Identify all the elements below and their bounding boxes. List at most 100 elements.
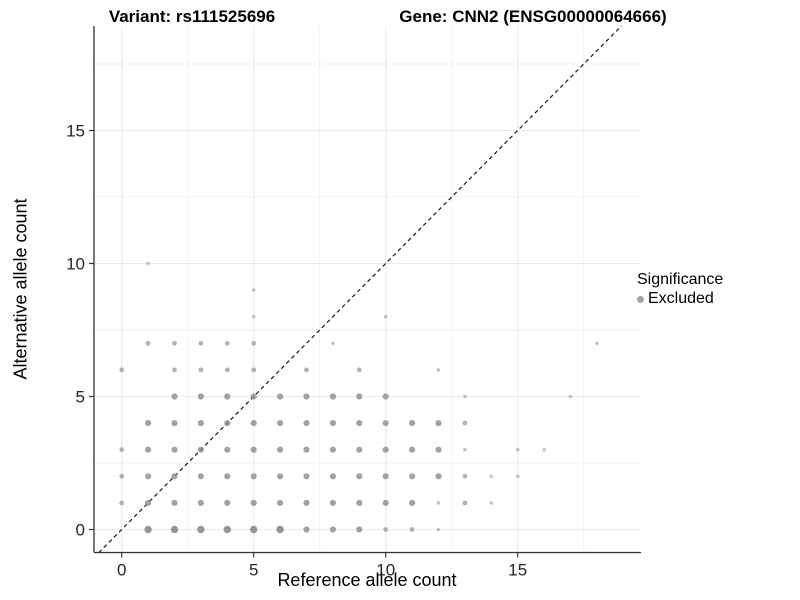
data-point [250, 420, 257, 427]
data-point [329, 473, 336, 480]
data-point [171, 473, 178, 480]
data-point [329, 393, 336, 400]
data-point [382, 446, 389, 453]
data-point [489, 501, 494, 505]
data-point [277, 473, 284, 480]
data-point [515, 474, 520, 479]
data-point [276, 525, 284, 534]
x-tick-label: 0 [117, 561, 126, 580]
data-point [435, 420, 442, 427]
data-point [303, 473, 310, 480]
data-point [146, 261, 150, 266]
data-point [197, 446, 204, 453]
y-tick-label: 15 [66, 122, 85, 141]
data-point [356, 420, 363, 427]
data-point [119, 447, 125, 453]
data-point [462, 420, 468, 426]
data-point [145, 499, 152, 506]
data-point [197, 420, 204, 427]
data-point [170, 525, 179, 534]
data-point [595, 341, 599, 346]
data-point [409, 473, 416, 480]
data-point [568, 394, 573, 399]
plot-title-gene: Gene: CNN2 (ENSG00000064666) [399, 7, 667, 26]
data-point [436, 368, 441, 372]
data-point [356, 446, 363, 453]
data-point [303, 526, 310, 533]
data-point [303, 446, 310, 453]
y-axis-title: Alternative allele count [10, 198, 31, 380]
data-point [435, 446, 442, 453]
data-point [409, 446, 416, 453]
x-axis-title: Reference allele count [277, 570, 457, 590]
x-tick-label: 15 [508, 561, 527, 580]
plot-title-variant: Variant: rs111525696 [108, 7, 276, 26]
data-point [383, 314, 388, 319]
data-point [251, 340, 257, 346]
data-point [119, 367, 125, 373]
data-point [224, 393, 231, 400]
data-point [251, 288, 256, 292]
data-point [382, 499, 389, 506]
data-point [144, 525, 152, 534]
data-point [250, 525, 258, 534]
data-point [251, 367, 257, 373]
data-point [145, 420, 152, 427]
data-point [277, 420, 284, 427]
data-point [303, 393, 310, 400]
data-point [171, 446, 178, 453]
data-point [463, 447, 467, 452]
data-point [172, 340, 177, 346]
data-point [224, 499, 231, 506]
data-point [329, 526, 336, 533]
data-point [303, 420, 310, 427]
identity-line [98, 25, 622, 554]
legend-title: Significance [637, 271, 724, 288]
data-point [171, 420, 178, 427]
data-point [331, 341, 335, 346]
data-point [171, 499, 178, 506]
y-tick-label: 0 [76, 521, 85, 540]
data-point [356, 473, 363, 480]
data-point [436, 501, 441, 505]
data-point [356, 393, 363, 400]
x-tick-label: 10 [376, 561, 395, 580]
data-point [224, 473, 231, 480]
data-point [356, 367, 362, 373]
data-point [382, 393, 389, 400]
data-point [197, 499, 204, 506]
data-point [303, 499, 310, 506]
legend-item-excluded: Excluded [637, 290, 723, 308]
data-point [224, 420, 231, 427]
data-point [119, 500, 125, 506]
data-point [171, 393, 178, 400]
x-tick-label: 5 [249, 561, 258, 580]
data-point [145, 473, 152, 480]
data-point [463, 394, 467, 399]
legend-item-label: Excluded [648, 290, 714, 307]
data-point [304, 367, 309, 373]
data-point [409, 527, 415, 532]
data-point [197, 393, 204, 400]
data-point [145, 446, 152, 453]
data-point [383, 527, 389, 532]
data-point [197, 473, 204, 480]
y-tick-label: 10 [66, 255, 85, 274]
y-tick-label: 5 [76, 388, 85, 407]
data-point [435, 473, 442, 480]
data-point [329, 499, 336, 506]
legend-point-icon [637, 295, 644, 303]
data-point [198, 340, 204, 346]
data-point [329, 420, 336, 427]
data-point [436, 527, 441, 532]
data-point [250, 393, 257, 400]
data-point [198, 367, 204, 373]
data-point [356, 499, 363, 506]
data-point [250, 499, 257, 506]
data-point [277, 393, 284, 400]
data-point [224, 367, 230, 373]
data-point [250, 473, 257, 480]
data-point [277, 499, 284, 506]
